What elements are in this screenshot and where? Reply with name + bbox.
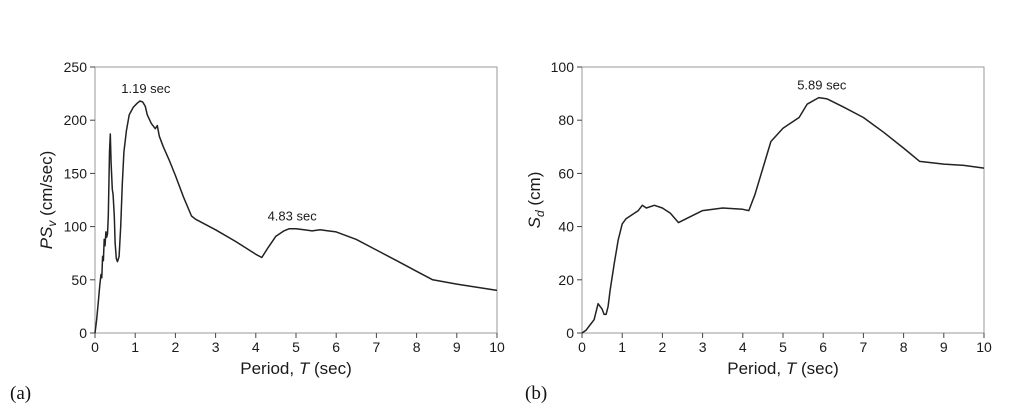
y-tick-label: 40 (558, 219, 574, 235)
x-tick-label: 2 (659, 339, 667, 355)
panel-label-a: (a) (10, 383, 32, 404)
peak-annotation: 4.83 sec (268, 209, 318, 224)
series-line (94, 100, 498, 334)
x-tick-label: 1 (131, 339, 139, 355)
x-tick-label: 1 (618, 339, 626, 355)
x-tick-label: 8 (413, 339, 421, 355)
x-tick-label: 9 (453, 339, 461, 355)
x-tick-label: 10 (976, 339, 992, 355)
y-tick-label: 250 (64, 59, 88, 75)
x-tick-label: 0 (578, 339, 586, 355)
x-tick-label: 2 (172, 339, 180, 355)
peak-annotation: 5.89 sec (797, 78, 847, 93)
x-axis-label: Period, T (sec) (727, 359, 838, 378)
x-tick-label: 5 (779, 339, 787, 355)
panel-label-b: (b) (525, 383, 548, 404)
series-line (581, 96, 985, 334)
x-tick-label: 9 (940, 339, 948, 355)
x-tick-label: 8 (900, 339, 908, 355)
x-tick-label: 0 (91, 339, 99, 355)
y-tick-label: 80 (558, 112, 574, 128)
y-tick-label: 60 (558, 165, 574, 181)
y-tick-label: 0 (566, 325, 574, 341)
x-tick-label: 6 (819, 339, 827, 355)
y-tick-label: 100 (64, 219, 88, 235)
y-axis-label: PSv (cm/sec) (37, 151, 59, 250)
x-tick-label: 4 (739, 339, 747, 355)
y-tick-label: 200 (64, 112, 88, 128)
x-tick-label: 7 (373, 339, 381, 355)
y-tick-label: 20 (558, 272, 574, 288)
y-tick-label: 0 (79, 325, 87, 341)
peak-annotation: 1.19 sec (121, 81, 171, 96)
y-tick-label: 50 (71, 272, 87, 288)
x-axis-label: Period, T (sec) (240, 359, 351, 378)
x-tick-label: 6 (332, 339, 340, 355)
y-axis-label: Sd (cm) (525, 172, 547, 229)
x-tick-label: 4 (252, 339, 260, 355)
x-tick-label: 7 (860, 339, 868, 355)
x-tick-label: 3 (699, 339, 707, 355)
plot-frame (94, 66, 498, 334)
x-tick-label: 10 (489, 339, 505, 355)
plot-frame (581, 66, 985, 334)
y-tick-label: 150 (64, 165, 88, 181)
y-tick-label: 100 (551, 59, 575, 75)
x-tick-label: 5 (292, 339, 300, 355)
x-tick-label: 3 (212, 339, 220, 355)
